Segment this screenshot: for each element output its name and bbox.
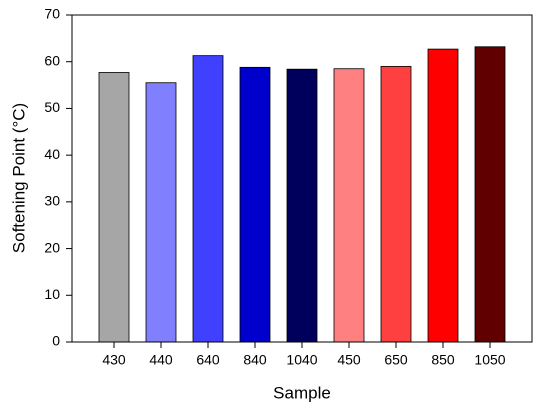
y-tick-label: 20 xyxy=(44,239,60,255)
y-tick-label: 60 xyxy=(44,52,60,68)
bar xyxy=(239,66,271,343)
bar xyxy=(98,72,130,343)
x-tick-label: 1040 xyxy=(286,352,317,368)
y-tick-label: 30 xyxy=(44,193,60,209)
bar xyxy=(145,82,177,343)
bar xyxy=(286,68,318,343)
x-tick-label: 650 xyxy=(384,352,408,368)
x-tick-label: 840 xyxy=(243,352,267,368)
x-tick-label: 1050 xyxy=(474,352,505,368)
y-tick-label: 50 xyxy=(44,99,60,115)
y-tick-label: 10 xyxy=(44,286,60,302)
x-axis-label: Sample xyxy=(273,383,331,402)
y-tick-label: 0 xyxy=(52,333,60,349)
x-tick-label: 440 xyxy=(149,352,173,368)
plot-frame xyxy=(71,14,533,343)
bar xyxy=(474,46,506,343)
y-tick-label: 40 xyxy=(44,146,60,162)
bar xyxy=(427,48,459,343)
x-tick-label: 640 xyxy=(196,352,220,368)
bar xyxy=(333,68,365,343)
y-tick-label: 70 xyxy=(44,6,60,22)
x-tick-label: 430 xyxy=(102,352,126,368)
bar xyxy=(380,65,412,343)
y-axis-label: Softening Point (°C) xyxy=(9,103,28,253)
bar xyxy=(192,55,224,343)
x-tick-label: 850 xyxy=(431,352,455,368)
x-tick-label: 450 xyxy=(337,352,361,368)
